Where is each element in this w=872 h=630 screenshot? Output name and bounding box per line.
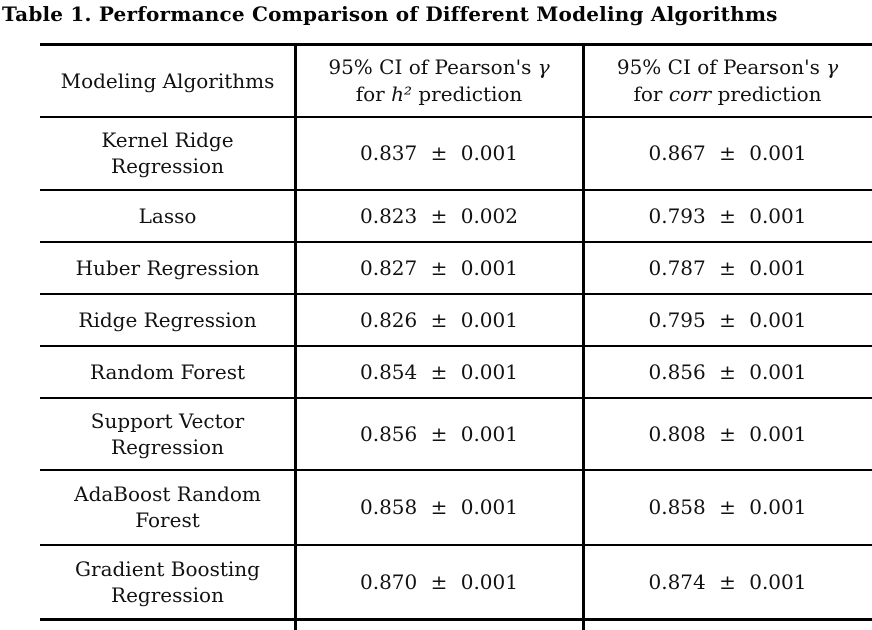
table-row: Lasso 0.823 ± 0.002 0.793 ± 0.001 <box>40 190 872 242</box>
corr-ci-cell: 0.874 ± 0.001 <box>648 569 807 594</box>
corr-ci-cell: 0.808 ± 0.001 <box>648 421 807 446</box>
column-divider-1 <box>294 43 297 630</box>
algorithm-cell: Kernel Ridge Regression <box>101 128 234 178</box>
column-divider-2 <box>582 43 585 630</box>
table-row: Ridge Regression 0.826 ± 0.001 0.795 ± 0… <box>40 294 872 346</box>
header-cell-h2-ci: 95% CI of Pearson's γ for h² prediction <box>295 45 583 117</box>
algorithm-cell: Huber Regression <box>75 255 260 280</box>
corr-ci-cell: 0.858 ± 0.001 <box>648 495 807 519</box>
h2-ci-cell: 0.826 ± 0.001 <box>360 307 518 332</box>
h2-ci-cell: 0.856 ± 0.001 <box>360 421 518 446</box>
table-row: Support Vector Regression 0.856 ± 0.001 … <box>40 398 872 470</box>
algorithm-cell: Ridge Regression <box>78 307 257 332</box>
gamma-symbol: γ <box>537 54 550 79</box>
header-row: Modeling Algorithms 95% CI of Pearson's … <box>40 45 872 117</box>
h2-ci-cell: 0.858 ± 0.001 <box>360 495 518 519</box>
corr-ci-cell: 0.787 ± 0.001 <box>648 255 807 280</box>
h2-ci-cell: 0.854 ± 0.001 <box>360 359 518 384</box>
algorithm-cell: AdaBoost Random Forest <box>74 482 261 532</box>
gamma-symbol: γ <box>826 54 839 79</box>
algorithm-cell: Random Forest <box>89 359 245 384</box>
corr-ci-cell: 0.867 ± 0.001 <box>648 141 807 165</box>
table-row: AdaBoost Random Forest 0.858 ± 0.001 0.8… <box>40 470 872 545</box>
table-row: Random Forest 0.854 ± 0.001 0.856 ± 0.00… <box>40 346 872 398</box>
table-row: Gradient Boosting Regression 0.870 ± 0.0… <box>40 545 872 620</box>
corr-ci-cell: 0.795 ± 0.001 <box>648 307 807 332</box>
corr-ci-cell: 0.856 ± 0.001 <box>648 359 807 384</box>
header-label-algorithms: Modeling Algorithms <box>60 68 275 93</box>
algorithm-cell: Lasso <box>138 203 197 228</box>
table-row: Huber Regression 0.827 ± 0.001 0.787 ± 0… <box>40 242 872 294</box>
h2-ci-cell: 0.870 ± 0.001 <box>360 569 518 594</box>
header-label-corr-ci: 95% CI of Pearson's γ for corr prediction <box>616 54 839 106</box>
algorithm-cell: Support Vector Regression <box>90 408 245 459</box>
header-cell-corr-ci: 95% CI of Pearson's γ for corr prediction <box>583 45 872 117</box>
h2-ci-cell: 0.823 ± 0.002 <box>360 203 518 228</box>
h2-symbol: h² <box>391 81 412 106</box>
header-label-h2-ci: 95% CI of Pearson's γ for h² prediction <box>328 54 550 106</box>
h2-ci-cell: 0.827 ± 0.001 <box>360 255 518 280</box>
corr-ci-cell: 0.793 ± 0.001 <box>648 203 807 228</box>
performance-table: Modeling Algorithms 95% CI of Pearson's … <box>40 43 872 621</box>
corr-symbol: corr <box>668 81 712 106</box>
h2-ci-cell: 0.837 ± 0.001 <box>360 141 518 165</box>
header-cell-algorithms: Modeling Algorithms <box>40 45 295 117</box>
table-row: Kernel Ridge Regression 0.837 ± 0.001 0.… <box>40 117 872 190</box>
table-caption: Table 1. Performance Comparison of Diffe… <box>2 2 778 26</box>
algorithm-cell: Gradient Boosting Regression <box>75 556 260 607</box>
